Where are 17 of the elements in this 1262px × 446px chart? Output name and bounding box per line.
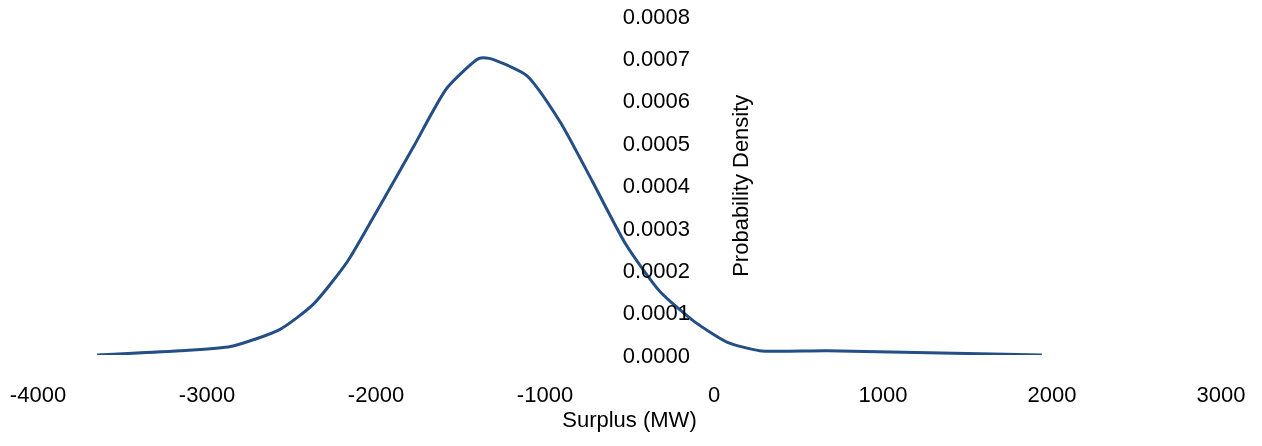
x-tick-label: 2000 <box>1027 382 1077 407</box>
y-tick-label: 0.0004 <box>622 173 690 199</box>
x-tick-label: 0 <box>707 382 721 407</box>
y-tick-label: 0.0006 <box>622 88 690 114</box>
x-tick-label: -3000 <box>178 382 236 407</box>
x-axis-title: Surplus (MW) <box>562 407 697 432</box>
x-tick-label: 3000 <box>1196 382 1246 407</box>
x-tick-label: 1000 <box>858 382 908 407</box>
x-tick-label: -4000 <box>9 382 67 407</box>
x-tick-label: -2000 <box>347 382 405 407</box>
y-tick-label: 0.0007 <box>622 46 690 72</box>
y-tick-label: 0.0008 <box>622 3 690 29</box>
y-tick-label: 0.0003 <box>622 215 690 241</box>
y-axis-title: Probability Density <box>727 94 753 277</box>
y-tick-label: 0.0000 <box>622 342 690 368</box>
x-tick-label: -1000 <box>516 382 574 407</box>
y-tick-label: 0.0005 <box>622 130 690 156</box>
